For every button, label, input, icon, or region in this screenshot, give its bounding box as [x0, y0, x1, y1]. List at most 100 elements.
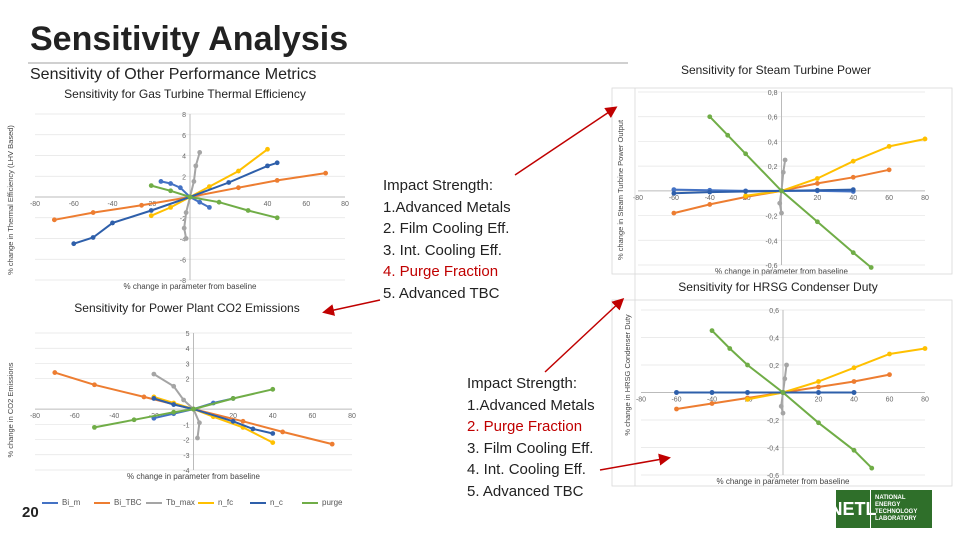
- y-tick-label: 4: [182, 154, 186, 161]
- impact-strength-lower: Impact Strength: 1.Advanced Metals 2. Purg…: [467, 373, 595, 502]
- series-line: [151, 184, 278, 219]
- impact-heading: Impact Strength:: [467, 375, 578, 392]
- data-point: [171, 402, 177, 407]
- slide-title: Sensitivity Analysis: [30, 20, 349, 58]
- data-point: [206, 204, 212, 210]
- data-point: [245, 208, 251, 213]
- data-point: [725, 132, 731, 138]
- data-point: [674, 406, 679, 412]
- data-point: [780, 169, 786, 175]
- x-tick-label: 40: [849, 195, 857, 202]
- x-tick-label: -40: [109, 413, 119, 420]
- data-point: [240, 418, 246, 424]
- data-point: [674, 390, 679, 395]
- legend-label: n_c: [270, 498, 283, 507]
- y-tick-label: -1: [183, 422, 189, 429]
- data-point: [323, 170, 329, 176]
- data-point: [151, 371, 157, 377]
- y-axis-label: % change in Steam Turbine Power Output: [616, 119, 625, 260]
- x-tick-label: 20: [813, 195, 821, 202]
- data-point: [90, 235, 96, 240]
- y-axis-label: % change in CO2 Emissions: [6, 362, 15, 457]
- x-tick-label: 60: [308, 413, 316, 420]
- chart-legend: Bi_m Bi_TBC Tb_max n_fc n_c purge: [42, 498, 354, 507]
- data-point: [814, 176, 820, 181]
- data-point: [183, 236, 189, 241]
- data-point: [816, 379, 821, 384]
- data-point: [280, 429, 286, 435]
- impact-item: 2. Film Cooling Eff.: [383, 220, 510, 237]
- y-tick-label: -6: [180, 257, 186, 264]
- data-point: [226, 180, 232, 185]
- data-point: [922, 346, 928, 351]
- data-point: [206, 184, 212, 190]
- impact-heading: Impact Strength:: [383, 177, 494, 194]
- legend-item: Tb_max: [146, 498, 198, 507]
- data-point: [778, 403, 784, 409]
- data-point: [195, 435, 200, 441]
- chart-frame-hrsg: [611, 299, 953, 487]
- y-tick-label: 0,2: [769, 363, 779, 370]
- netl-logo-mark: NETL: [830, 490, 877, 528]
- legend-swatch: [250, 501, 266, 504]
- x-tick-label: -80: [30, 413, 40, 420]
- data-point: [780, 390, 786, 395]
- series-line: [94, 388, 274, 429]
- data-point: [671, 190, 677, 196]
- chart-title: Sensitivity for HRSG Condenser Duty: [678, 280, 877, 294]
- x-tick-label: -60: [70, 413, 80, 420]
- legend-label: purge: [322, 498, 343, 507]
- data-point: [709, 328, 715, 334]
- x-tick-label: 80: [921, 397, 929, 404]
- y-tick-label: 0,6: [768, 115, 778, 122]
- data-point: [886, 143, 892, 149]
- y-tick-label: 6: [182, 133, 186, 140]
- data-point: [727, 346, 733, 351]
- x-tick-label: 40: [264, 201, 272, 208]
- legend-item: Bi_TBC: [94, 498, 146, 507]
- data-point: [197, 149, 203, 155]
- data-point: [265, 163, 270, 169]
- data-point: [265, 146, 270, 152]
- data-point: [270, 386, 276, 392]
- data-point: [814, 181, 820, 186]
- data-point: [868, 265, 874, 270]
- data-point: [671, 210, 677, 216]
- legend-swatch: [302, 501, 318, 504]
- data-point: [168, 188, 174, 194]
- impact-item: 4. Int. Cooling Eff.: [467, 461, 586, 478]
- x-tick-label: 80: [348, 413, 356, 420]
- data-point: [745, 362, 750, 368]
- slide-number: 20: [22, 504, 39, 521]
- legend-label: n_fc: [218, 498, 234, 507]
- data-point: [886, 167, 892, 173]
- y-tick-label: -0,2: [765, 214, 777, 221]
- netl-logo-text: NATIONAL ENERGY TECHNOLOGY LABORATORY: [871, 495, 917, 523]
- data-point: [274, 178, 280, 183]
- y-axis-label: % change in HRSG Condenser Duty: [623, 314, 632, 436]
- impact-item: 1.Advanced Metals: [383, 198, 511, 216]
- y-tick-label: -2: [183, 438, 189, 445]
- y-tick-label: 0,4: [769, 336, 779, 343]
- y-tick-label: 5: [186, 331, 190, 338]
- data-point: [745, 390, 750, 395]
- data-point: [887, 372, 892, 378]
- data-point: [270, 431, 276, 436]
- x-axis-label: % change in parameter from baseline: [124, 282, 258, 291]
- legend-swatch: [198, 501, 214, 504]
- data-point: [183, 210, 189, 215]
- data-point: [197, 420, 202, 426]
- data-point: [177, 185, 183, 191]
- y-tick-label: 2: [186, 377, 190, 384]
- data-point: [230, 418, 236, 424]
- y-tick-label: -0,6: [765, 263, 777, 270]
- data-point: [329, 441, 335, 447]
- legend-swatch: [94, 501, 110, 504]
- impact-item: 3. Film Cooling Eff.: [467, 439, 594, 457]
- y-tick-label: -0,4: [767, 446, 779, 453]
- data-point: [171, 409, 177, 415]
- y-tick-label: 2: [182, 174, 186, 181]
- y-tick-label: 3: [186, 361, 190, 368]
- x-tick-label: 60: [302, 201, 310, 208]
